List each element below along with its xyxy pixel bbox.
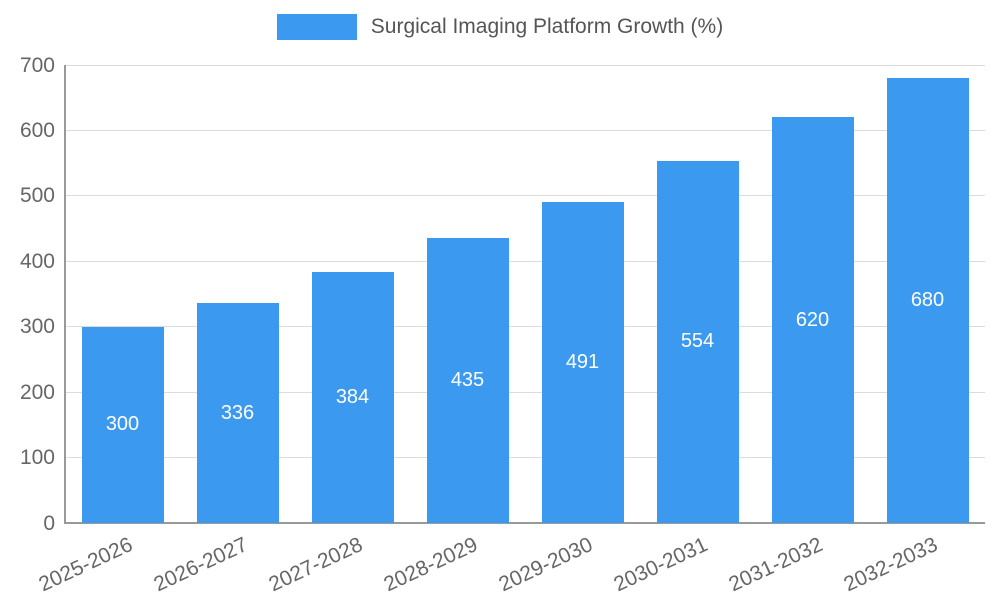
y-tick-label: 0 <box>43 511 55 535</box>
bar-value-label: 620 <box>795 308 830 331</box>
bar-value-label: 435 <box>450 369 485 392</box>
y-tick-label: 400 <box>19 249 55 273</box>
gridline <box>65 260 985 262</box>
bar: 491 <box>541 201 624 523</box>
x-tick-label: 2027-2028 <box>265 533 367 597</box>
bar: 384 <box>311 271 394 523</box>
bar-value-label: 554 <box>680 330 715 353</box>
bar: 336 <box>196 303 279 523</box>
x-tick-label: 2025-2026 <box>35 533 137 597</box>
y-tick-label: 200 <box>19 380 55 404</box>
x-tick-label: 2029-2030 <box>495 533 597 597</box>
gridline <box>65 64 985 66</box>
bar: 435 <box>426 238 509 523</box>
chart-title: Surgical Imaging Platform Growth (%) <box>370 15 724 38</box>
bar: 554 <box>656 160 739 523</box>
x-axis-line <box>64 522 985 524</box>
y-tick-label: 100 <box>19 446 55 470</box>
bar: 620 <box>771 117 854 523</box>
y-axis-line <box>64 65 66 523</box>
x-tick-label: 2031-2032 <box>725 533 827 597</box>
gridline <box>65 129 985 131</box>
bar-value-label: 336 <box>220 401 255 424</box>
chart-legend: Surgical Imaging Platform Growth (%) <box>0 14 1000 40</box>
bar-value-label: 680 <box>910 289 945 312</box>
gridline <box>65 195 985 197</box>
bar: 300 <box>81 326 164 523</box>
x-tick-label: 2026-2027 <box>150 533 252 597</box>
y-tick-label: 300 <box>19 315 55 339</box>
bar-value-label: 491 <box>565 350 600 373</box>
bar-value-label: 384 <box>335 385 370 408</box>
y-tick-label: 500 <box>19 184 55 208</box>
y-tick-label: 600 <box>19 118 55 142</box>
gridline <box>65 326 985 328</box>
x-tick-label: 2028-2029 <box>380 533 482 597</box>
x-tick-label: 2032-2033 <box>840 533 942 597</box>
gridline <box>65 457 985 459</box>
x-tick-label: 2030-2031 <box>610 533 712 597</box>
bar-value-label: 300 <box>105 413 140 436</box>
bar: 680 <box>886 78 969 523</box>
legend-swatch <box>276 14 357 40</box>
y-tick-label: 700 <box>19 53 55 77</box>
gridline <box>65 391 985 393</box>
